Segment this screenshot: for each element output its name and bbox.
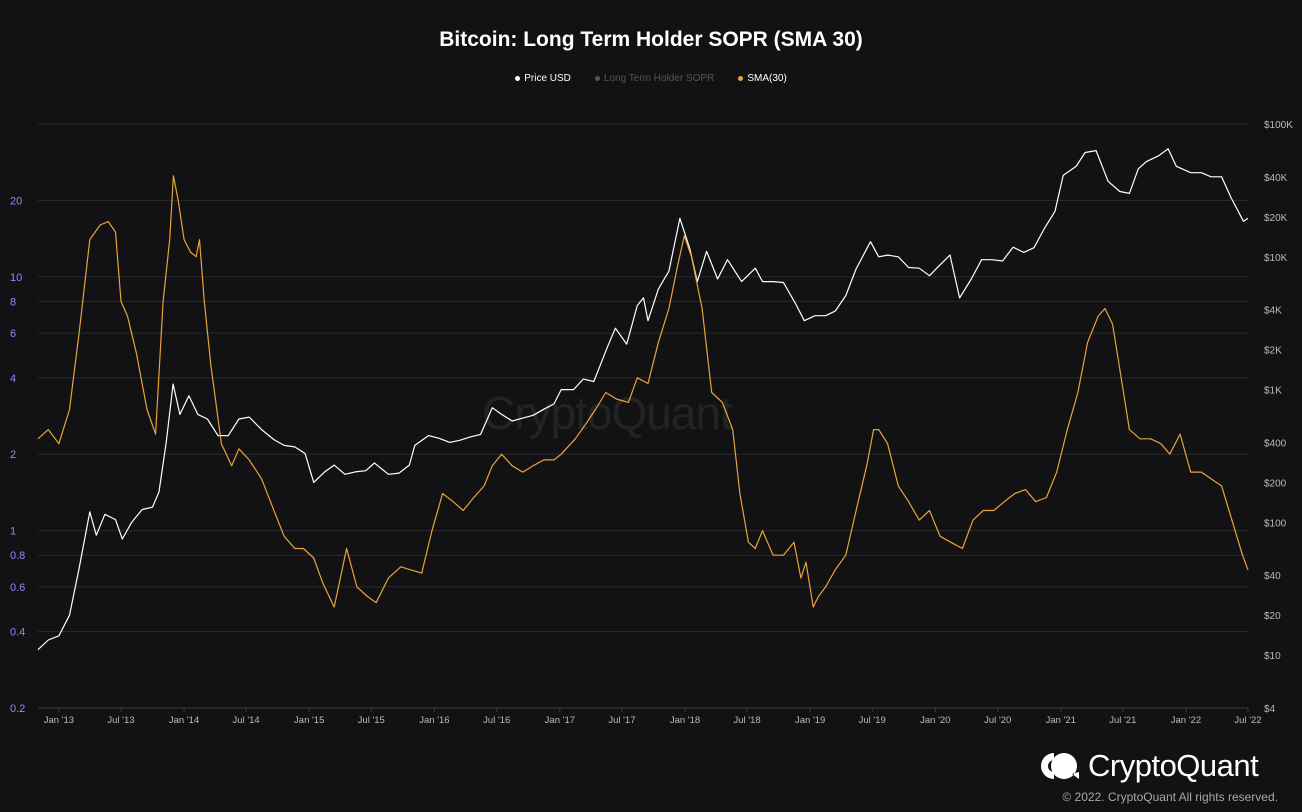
right-tick-label: $10: [1264, 651, 1281, 662]
x-tick-label: Jan '17: [545, 715, 575, 726]
copyright-text: © 2022. CryptoQuant All rights reserved.: [1062, 790, 1278, 804]
x-tick-label: Jan '20: [920, 715, 950, 726]
x-tick-label: Jan '14: [169, 715, 199, 726]
chart-title: Bitcoin: Long Term Holder SOPR (SMA 30): [439, 28, 863, 51]
x-tick-label: Jul '19: [859, 715, 886, 726]
x-tick-label: Jul '21: [1109, 715, 1136, 726]
right-tick-label: $200: [1264, 478, 1287, 489]
left-tick-label: 4: [10, 373, 16, 385]
legend-dot-sma: [738, 76, 744, 81]
left-tick-label: 0.6: [10, 582, 25, 594]
x-axis: Jan '13 Jul '13 Jan '14 Jul '14 Jan '15 Jul '…: [38, 707, 1262, 726]
left-tick-label: 20: [10, 195, 22, 207]
legend-label-lth-sopr: Long Term Holder SOPR: [603, 73, 715, 84]
left-tick-label: 0.4: [10, 627, 25, 639]
legend-dot-price: [515, 76, 521, 81]
left-tick-label: 6: [10, 328, 16, 340]
x-tick-label: Jul '15: [358, 715, 385, 726]
x-tick-label: Jul '16: [483, 715, 510, 726]
right-tick-label: $400: [1264, 438, 1287, 449]
legend: Price USD Long Term Holder SOPR SMA(30): [0, 73, 1302, 84]
x-tick-label: Jan '19: [795, 715, 825, 726]
right-tick-label: $100: [1264, 518, 1287, 529]
x-tick-label: Jan '16: [419, 715, 449, 726]
right-tick-label: $20K: [1264, 213, 1288, 224]
legend-item-lth-sopr[interactable]: Long Term Holder SOPR: [594, 73, 715, 84]
x-tick-label: Jul '14: [233, 715, 260, 726]
x-tick-label: Jan '13: [44, 715, 74, 726]
x-tick-label: Jul '17: [608, 715, 635, 726]
x-tick-label: Jul '22: [1234, 715, 1261, 726]
x-tick-label: Jul '18: [733, 715, 760, 726]
right-tick-label: $100K: [1264, 120, 1293, 131]
left-tick-label: 2: [10, 449, 16, 461]
x-tick-label: Jul '13: [107, 715, 134, 726]
right-tick-label: $4: [1264, 704, 1276, 715]
right-tick-label: $10K: [1264, 253, 1288, 264]
right-tick-label: $1K: [1264, 386, 1282, 397]
left-tick-label: 0.2: [10, 703, 25, 715]
legend-label-sma: SMA(30): [747, 73, 787, 84]
legend-item-sma[interactable]: SMA(30): [738, 73, 787, 84]
left-axis-sopr: 0.2 0.4 0.6 0.8 1 2 4 6 8 10 20: [10, 195, 25, 715]
x-tick-label: Jan '21: [1046, 715, 1076, 726]
legend-label-price: Price USD: [524, 73, 571, 84]
x-tick-label: Jul '20: [984, 715, 1011, 726]
cryptoquant-logo-icon: [1041, 753, 1079, 779]
brand-name: CryptoQuant: [1088, 748, 1259, 783]
x-tick-label: Jan '18: [670, 715, 700, 726]
legend-item-price[interactable]: Price USD: [515, 73, 571, 84]
right-tick-label: $2K: [1264, 346, 1282, 357]
left-tick-label: 10: [10, 272, 22, 284]
series-line-sma30: [37, 175, 1249, 608]
right-tick-label: $20: [1264, 611, 1281, 622]
left-tick-label: 1: [10, 526, 16, 538]
right-tick-label: $40: [1264, 571, 1281, 582]
x-tick-label: Jan '22: [1171, 715, 1201, 726]
series-layer: [37, 148, 1249, 651]
right-tick-label: $4K: [1264, 306, 1282, 317]
left-tick-label: 0.8: [10, 550, 25, 562]
right-tick-label: $40K: [1264, 173, 1288, 184]
left-tick-label: 8: [10, 296, 16, 308]
series-line-price: [37, 148, 1249, 651]
brand-logo: CryptoQuant: [1040, 748, 1259, 784]
right-axis-price: $4 $10 $20 $40 $100 $200 $400 $1K $2K $4K $10K $20K…: [1264, 120, 1293, 715]
legend-dot-lth-sopr: [594, 76, 600, 81]
watermark: CryptoQuant: [482, 387, 733, 439]
x-tick-label: Jan '15: [294, 715, 324, 726]
